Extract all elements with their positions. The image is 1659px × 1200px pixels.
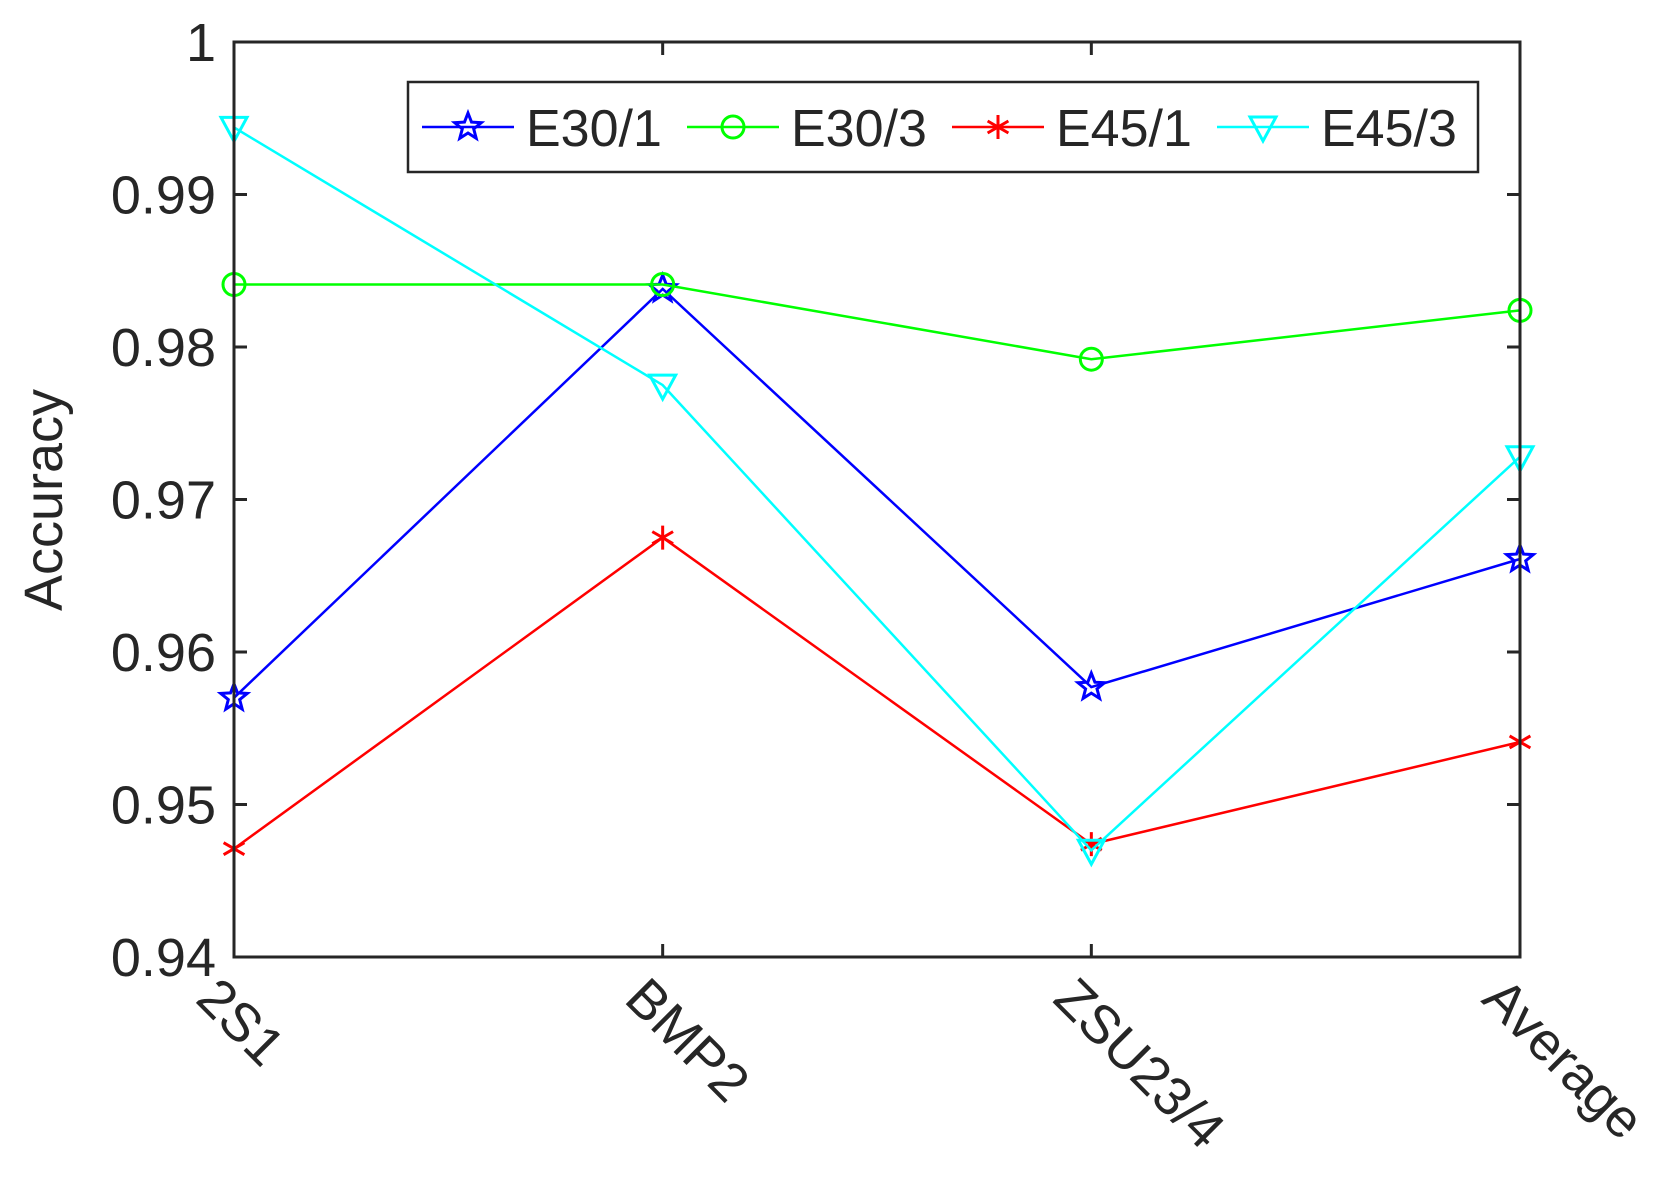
series-line-e30-1 [233, 287, 1521, 699]
legend-label: E45/1 [1056, 100, 1192, 158]
legend-entry-e30-1: E30/1 [422, 100, 662, 158]
y-tick-label: 1 [186, 13, 216, 73]
series-line-e30-3 [234, 283, 1521, 361]
series-line-e45-1 [233, 536, 1521, 850]
x-tick-label-zsu23-4: ZSU23/4 [1043, 967, 1236, 1160]
y-tick-labels: 0.94 0.95 0.96 0.97 0.98 0.99 1 [111, 13, 216, 988]
plot-area-border [232, 40, 1522, 959]
y-tick-label: 0.98 [111, 318, 216, 378]
legend-entry-e45-1: E45/1 [952, 100, 1192, 158]
data-point-e45-3-bmp2 [647, 373, 679, 403]
plot-area-background [234, 42, 1520, 957]
data-point-e30-3-zsu23-4 [1078, 346, 1104, 372]
legend-marker [450, 108, 486, 142]
y-tick-label: 0.97 [111, 471, 216, 531]
data-point-e45-1-bmp2 [651, 525, 674, 550]
legend-marker [986, 115, 1010, 139]
data-point-e45-3-zsu23-4 [1075, 838, 1107, 868]
legend-entry-e45-3: E45/3 [1217, 100, 1457, 158]
x-tick-label-average: Average [1472, 967, 1656, 1151]
legend-label: E30/1 [526, 100, 662, 158]
legend-label: E30/3 [791, 100, 927, 158]
y-axis-label: Accuracy [14, 389, 74, 611]
data-point-e30-1-zsu23-4 [1074, 668, 1109, 702]
y-tick-label: 0.96 [111, 623, 216, 683]
legend-marker [720, 114, 746, 140]
x-tick-labels: 2S1 BMP2 ZSU23/4 Average [186, 967, 1656, 1160]
data-point-e30-3-bmp2 [650, 271, 676, 297]
legend: E30/1 E30/3 E45/1 E45/3 [406, 80, 1480, 174]
series-line-e45-3 [233, 126, 1521, 853]
y-tick-label: 0.94 [111, 928, 216, 988]
x-tick-label-bmp2: BMP2 [614, 967, 760, 1113]
legend-entry-e30-3: E30/3 [687, 100, 927, 158]
y-tick-label: 0.99 [111, 166, 216, 226]
y-tick-label: 0.95 [111, 776, 216, 836]
legend-label: E45/3 [1321, 100, 1457, 158]
legend-marker [1247, 115, 1279, 145]
